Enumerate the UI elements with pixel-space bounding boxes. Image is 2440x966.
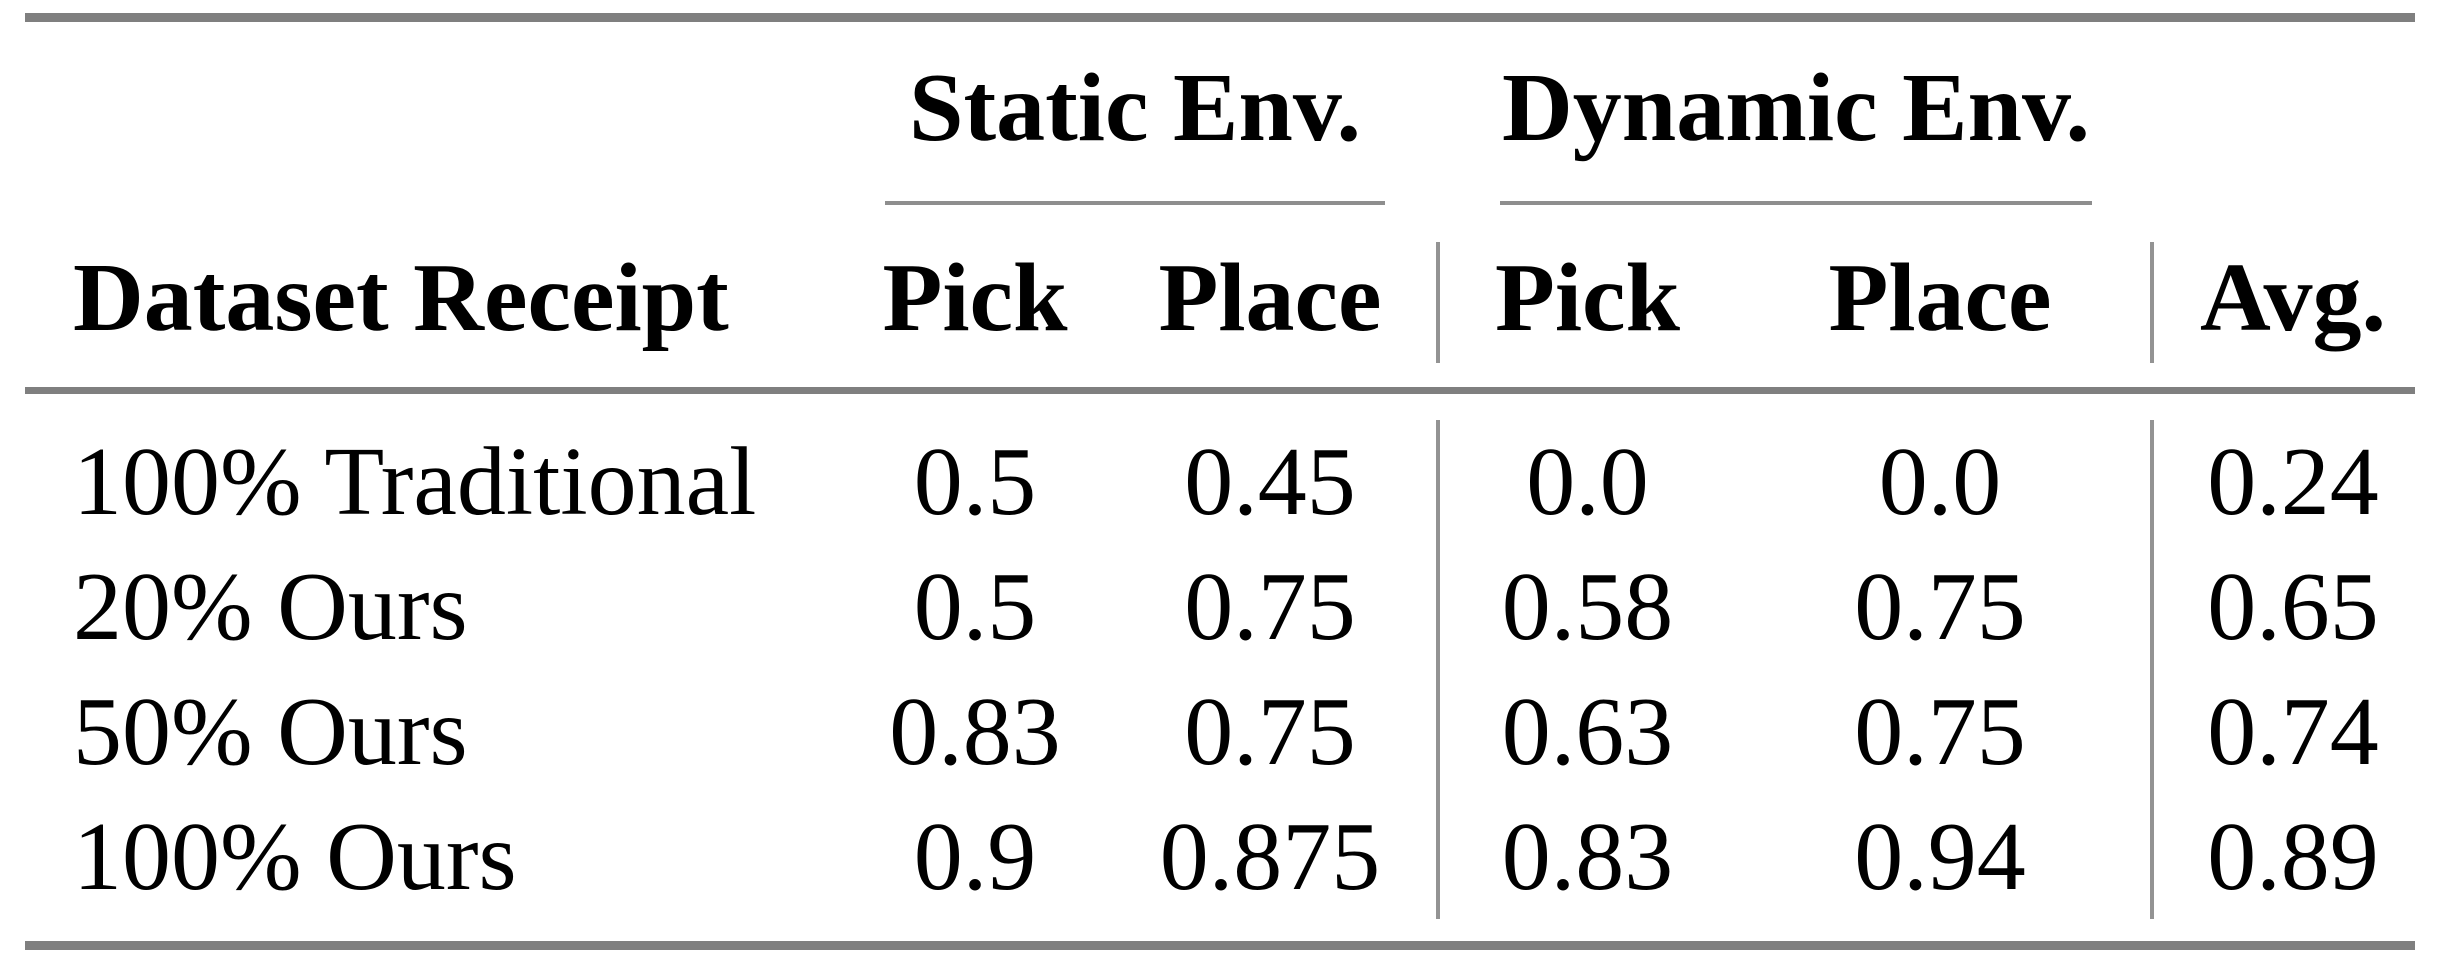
cell-static-place: 0.75 — [1184, 678, 1356, 786]
cell-static-pick: 0.83 — [889, 678, 1061, 786]
cell-dynamic-place: 0.75 — [1854, 678, 2026, 786]
cell-static-place: 0.75 — [1184, 553, 1356, 661]
cell-avg: 0.65 — [2207, 553, 2379, 661]
cell-dynamic-pick: 0.63 — [1501, 678, 1674, 786]
vertical-rule-dynamic-avg-header — [2150, 242, 2154, 363]
cell-static-pick: 0.5 — [913, 428, 1037, 536]
dynamic-env-cmidrule — [1500, 201, 2092, 205]
row-label: 100% Traditional — [73, 428, 757, 536]
col-header-static-place: Place — [1158, 244, 1382, 352]
row-label: 20% Ours — [73, 553, 468, 661]
vertical-rule-dynamic-avg-body — [2150, 420, 2154, 919]
cell-static-place: 0.875 — [1159, 803, 1381, 911]
cell-avg: 0.89 — [2207, 803, 2379, 911]
col-header-dataset-receipt: Dataset Receipt — [73, 244, 729, 352]
table-header-midrule — [25, 387, 2415, 394]
cell-dynamic-place: 0.75 — [1854, 553, 2026, 661]
row-label: 100% Ours — [73, 803, 517, 911]
col-header-dynamic-pick: Pick — [1494, 244, 1681, 352]
cell-static-pick: 0.5 — [913, 553, 1037, 661]
group-header-static-env: Static Env. — [909, 54, 1361, 162]
cell-dynamic-pick: 0.58 — [1501, 553, 1674, 661]
cell-dynamic-pick: 0.0 — [1526, 428, 1649, 536]
col-header-static-pick: Pick — [882, 244, 1068, 352]
vertical-rule-static-dynamic-header — [1436, 242, 1440, 363]
cell-dynamic-place: 0.0 — [1878, 428, 2002, 536]
cell-avg: 0.74 — [2207, 678, 2379, 786]
table-bottom-rule — [25, 941, 2415, 950]
col-header-avg: Avg. — [2200, 244, 2386, 352]
col-header-dynamic-place: Place — [1828, 244, 2052, 352]
row-label: 50% Ours — [73, 678, 468, 786]
vertical-rule-static-dynamic-body — [1436, 420, 1440, 919]
cell-dynamic-place: 0.94 — [1854, 803, 2026, 911]
cell-avg: 0.24 — [2207, 428, 2379, 536]
static-env-cmidrule — [885, 201, 1385, 205]
cell-static-pick: 0.9 — [913, 803, 1037, 911]
table-top-rule — [25, 13, 2415, 22]
cell-static-place: 0.45 — [1184, 428, 1356, 536]
group-header-dynamic-env: Dynamic Env. — [1501, 54, 2091, 162]
cell-dynamic-pick: 0.83 — [1501, 803, 1674, 911]
